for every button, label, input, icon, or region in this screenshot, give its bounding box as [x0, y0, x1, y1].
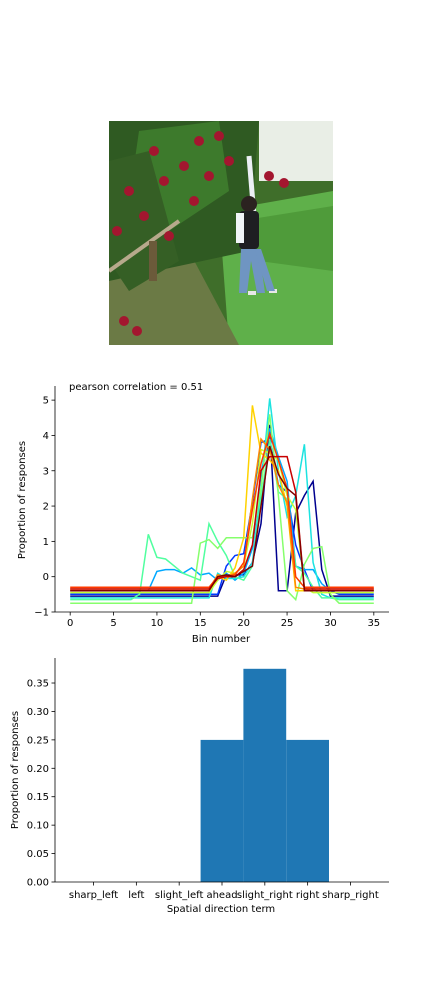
line-chart-title: pearson correlation = 0.51 — [69, 382, 203, 393]
y-tick-label: 0.00 — [27, 878, 49, 889]
x-tick-label: right — [296, 890, 320, 901]
apple-icon — [179, 161, 189, 171]
series-line-2 — [70, 428, 374, 592]
apple-icon — [279, 178, 289, 188]
x-tick-label: sharp_left — [69, 890, 118, 901]
x-tick-label: sharp_right — [322, 890, 379, 901]
apple-icon — [214, 131, 224, 141]
y-tick-label: 0.30 — [27, 707, 49, 718]
y-tick-label: 0.15 — [27, 792, 49, 803]
apple-icon — [124, 186, 134, 196]
x-tick-label: slight_right — [237, 890, 293, 901]
apple-icon — [224, 156, 234, 166]
bar-right — [286, 739, 329, 882]
y-tick-label: 0.35 — [27, 679, 49, 690]
x-tick-label: slight_left — [155, 890, 204, 901]
apple-icon — [264, 171, 274, 181]
series-line-9 — [70, 431, 374, 589]
y-tick-label: 4 — [43, 431, 49, 442]
apple-icon — [149, 146, 159, 156]
apple-icon — [164, 231, 174, 241]
y-tick-label: −1 — [34, 608, 49, 619]
x-tick-label: 30 — [324, 618, 337, 629]
x-tick-label: 0 — [67, 618, 73, 629]
x-tick-label: left — [128, 890, 144, 901]
bar-chart: sharp_left left slight_left ahead slight_rig… — [10, 658, 389, 915]
apple-icon — [112, 226, 122, 236]
line-chart: pearson correlation = 0.51 0 5 10 15 20 25 30 3… — [17, 382, 389, 645]
series-line-6 — [70, 448, 374, 594]
bar-chart-xlabel: Spatial direction term — [167, 904, 275, 915]
series-line-0 — [70, 424, 374, 597]
apple-icon — [204, 171, 214, 181]
series-line-1 — [70, 437, 374, 596]
y-tick-label: 0 — [43, 572, 49, 583]
x-tick-label: ahead — [206, 890, 237, 901]
series-line-3 — [70, 398, 374, 599]
apple-icon — [119, 316, 129, 326]
photo-apple-orchard-girl-picking-icon — [107, 121, 333, 345]
apple-icon — [132, 326, 142, 336]
x-tick-label: 5 — [110, 618, 116, 629]
series-line-5 — [70, 414, 374, 604]
x-tick-label: 35 — [367, 618, 380, 629]
y-tick-label: 0.20 — [27, 764, 49, 775]
bar-slight_right — [243, 668, 287, 882]
series-line-7 — [70, 405, 374, 592]
series-line-4 — [70, 438, 374, 601]
line-chart-xlabel: Bin number — [192, 634, 251, 645]
y-tick-label: 3 — [43, 466, 49, 477]
x-tick-label: 20 — [237, 618, 250, 629]
line-chart-ylabel: Proportion of responses — [17, 441, 28, 559]
x-tick-label: 10 — [151, 618, 164, 629]
y-tick-label: 5 — [43, 396, 49, 407]
x-tick-label: 25 — [281, 618, 294, 629]
y-tick-label: 2 — [43, 502, 49, 513]
x-tick-label: 15 — [194, 618, 207, 629]
series-line-10 — [70, 455, 374, 590]
y-tick-label: 1 — [43, 537, 49, 548]
apple-icon — [159, 176, 169, 186]
series-line-11 — [70, 445, 374, 592]
y-tick-label: 0.10 — [27, 821, 49, 832]
bar-ahead — [200, 739, 244, 882]
bar-chart-ylabel: Proportion of responses — [10, 711, 21, 829]
apple-icon — [139, 211, 149, 221]
y-tick-label: 0.05 — [27, 849, 49, 860]
apple-icon — [189, 196, 199, 206]
apple-icon — [194, 136, 204, 146]
girl-figure — [236, 155, 277, 295]
y-tick-label: 0.25 — [27, 735, 49, 746]
series-line-8 — [70, 437, 374, 590]
orchard-photo — [107, 121, 333, 345]
